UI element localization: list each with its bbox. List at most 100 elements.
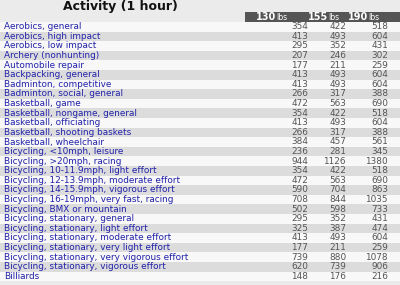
Text: 422: 422: [329, 109, 346, 118]
Text: 384: 384: [291, 137, 308, 146]
Text: 354: 354: [291, 109, 308, 118]
Text: 413: 413: [291, 32, 308, 41]
Text: 620: 620: [291, 262, 308, 271]
Text: Bicycling, stationary, very light effort: Bicycling, stationary, very light effort: [4, 243, 170, 252]
Text: 431: 431: [371, 42, 388, 50]
Text: Basketball, wheelchair: Basketball, wheelchair: [4, 137, 104, 146]
Text: 604: 604: [371, 233, 388, 243]
Text: 493: 493: [329, 80, 346, 89]
Text: 563: 563: [329, 176, 346, 185]
Text: Automobile repair: Automobile repair: [4, 61, 84, 70]
Bar: [0, 214, 400, 224]
Text: 563: 563: [329, 99, 346, 108]
Text: lbs: lbs: [368, 13, 379, 21]
Text: 690: 690: [371, 99, 388, 108]
Text: 708: 708: [291, 195, 308, 204]
Text: 352: 352: [329, 214, 346, 223]
Text: 236: 236: [291, 147, 308, 156]
Text: 863: 863: [371, 186, 388, 194]
Text: 690: 690: [371, 176, 388, 185]
Text: Aerobics, general: Aerobics, general: [4, 22, 81, 31]
Text: 177: 177: [291, 243, 308, 252]
Text: Bicycling, 10-11.9mph, light effort: Bicycling, 10-11.9mph, light effort: [4, 166, 157, 175]
Text: 880: 880: [329, 253, 346, 262]
Text: 474: 474: [371, 224, 388, 233]
Text: Aerobics, high impact: Aerobics, high impact: [4, 32, 100, 41]
Bar: [0, 22, 400, 32]
Text: 207: 207: [291, 51, 308, 60]
Text: 302: 302: [371, 51, 388, 60]
Bar: [0, 118, 400, 128]
Text: Billiards: Billiards: [4, 272, 39, 281]
Bar: [0, 137, 400, 147]
Text: 211: 211: [329, 61, 346, 70]
Bar: [0, 51, 400, 60]
Text: Basketball, officiating: Basketball, officiating: [4, 118, 100, 127]
Text: Bicycling, BMX or mountain: Bicycling, BMX or mountain: [4, 205, 127, 214]
Text: 493: 493: [329, 118, 346, 127]
Text: Bicycling, stationary, very vigorous effort: Bicycling, stationary, very vigorous eff…: [4, 253, 188, 262]
Text: 281: 281: [329, 147, 346, 156]
Text: Badminton, social, general: Badminton, social, general: [4, 89, 123, 99]
Text: Bicycling, >20mph, racing: Bicycling, >20mph, racing: [4, 157, 121, 166]
Bar: [0, 262, 400, 272]
Text: 345: 345: [371, 147, 388, 156]
Text: 413: 413: [291, 80, 308, 89]
Bar: [0, 224, 400, 233]
Text: 266: 266: [291, 128, 308, 137]
Text: 413: 413: [291, 233, 308, 243]
Text: 604: 604: [371, 32, 388, 41]
Text: 704: 704: [329, 186, 346, 194]
Text: 1035: 1035: [366, 195, 388, 204]
Text: 906: 906: [371, 262, 388, 271]
Text: lbs: lbs: [328, 13, 339, 21]
Text: 1078: 1078: [365, 253, 388, 262]
Text: 518: 518: [371, 109, 388, 118]
Text: 190: 190: [348, 12, 368, 22]
Text: Backpacking, general: Backpacking, general: [4, 70, 100, 79]
Text: 561: 561: [371, 137, 388, 146]
Text: 518: 518: [371, 166, 388, 175]
Text: 413: 413: [291, 70, 308, 79]
Bar: [0, 99, 400, 108]
Bar: [0, 70, 400, 80]
Text: 604: 604: [371, 70, 388, 79]
Text: 598: 598: [329, 205, 346, 214]
Text: 259: 259: [371, 243, 388, 252]
Bar: [0, 60, 400, 70]
Text: 844: 844: [329, 195, 346, 204]
Text: Basketball, nongame, general: Basketball, nongame, general: [4, 109, 137, 118]
Text: Bicycling, stationary, light effort: Bicycling, stationary, light effort: [4, 224, 148, 233]
Bar: [0, 32, 400, 41]
Text: 177: 177: [291, 61, 308, 70]
Text: 493: 493: [329, 233, 346, 243]
Text: 422: 422: [329, 22, 346, 31]
Text: 317: 317: [329, 128, 346, 137]
Text: 317: 317: [329, 89, 346, 99]
Text: 413: 413: [291, 118, 308, 127]
Bar: [0, 89, 400, 99]
Text: Activity (1 hour): Activity (1 hour): [62, 0, 178, 13]
Bar: [0, 243, 400, 253]
Text: 216: 216: [371, 272, 388, 281]
Text: 295: 295: [291, 214, 308, 223]
Bar: [0, 204, 400, 214]
Text: 388: 388: [371, 89, 388, 99]
Text: Bicycling, <10mph, leisure: Bicycling, <10mph, leisure: [4, 147, 123, 156]
Text: 387: 387: [329, 224, 346, 233]
Text: 518: 518: [371, 22, 388, 31]
Text: 431: 431: [371, 214, 388, 223]
Bar: [0, 195, 400, 204]
Bar: [0, 176, 400, 185]
Text: Bicycling, 14-15.9mph, vigorous effort: Bicycling, 14-15.9mph, vigorous effort: [4, 186, 175, 194]
Text: 1380: 1380: [365, 157, 388, 166]
Text: 472: 472: [291, 99, 308, 108]
Text: 130: 130: [256, 12, 276, 22]
Text: 739: 739: [329, 262, 346, 271]
Text: Badminton, competitive: Badminton, competitive: [4, 80, 111, 89]
Text: 246: 246: [329, 51, 346, 60]
Text: 354: 354: [291, 166, 308, 175]
Text: 325: 325: [291, 224, 308, 233]
Bar: [0, 272, 400, 281]
Bar: [0, 233, 400, 243]
